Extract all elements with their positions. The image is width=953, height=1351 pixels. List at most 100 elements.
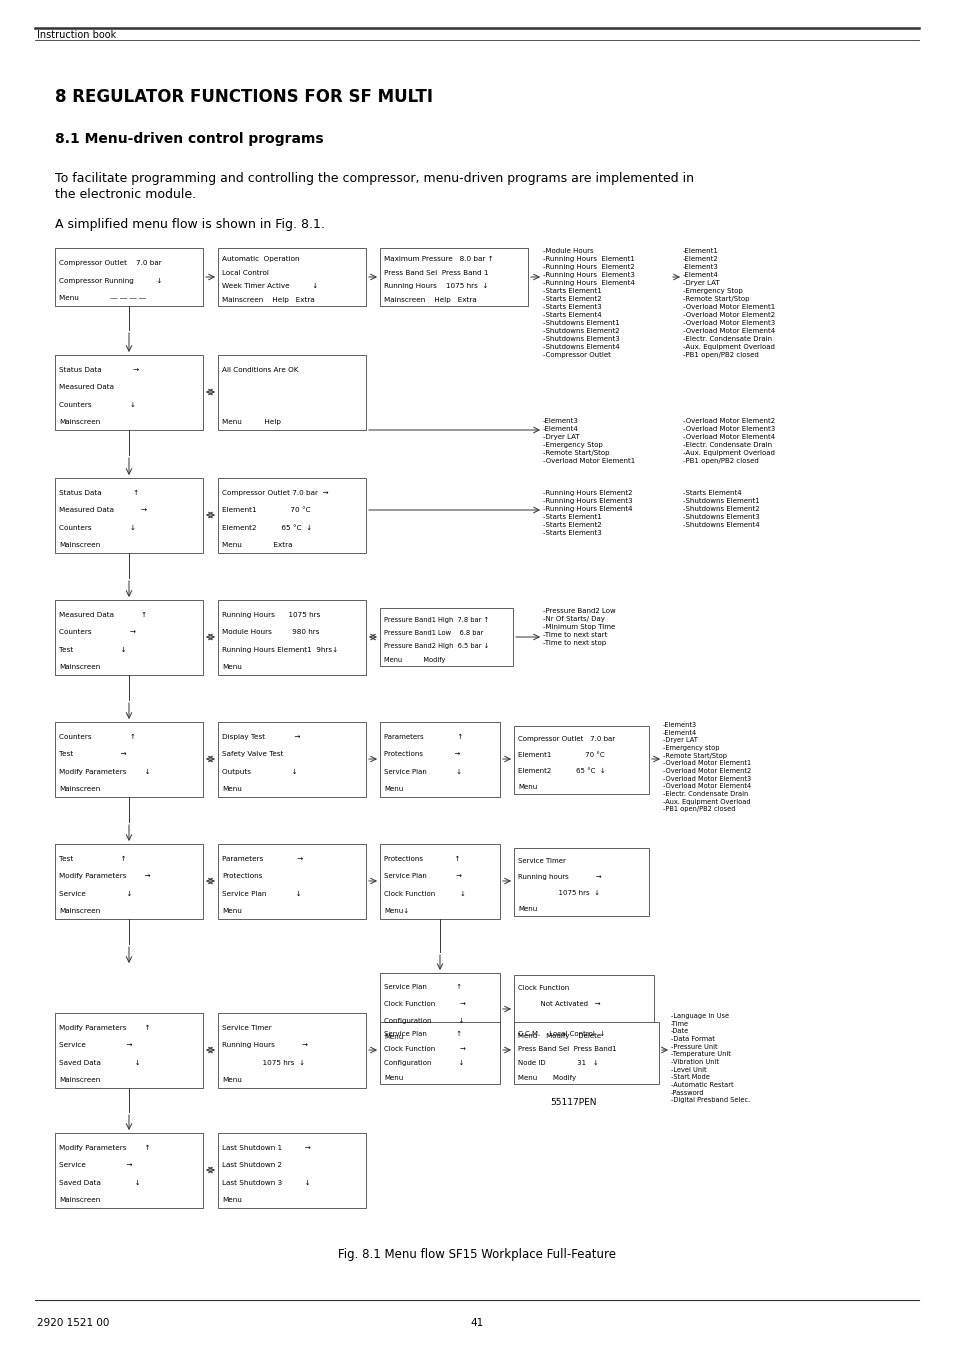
Text: Local Control: Local Control [222, 270, 269, 276]
Text: -Starts Element1: -Starts Element1 [542, 513, 601, 520]
Text: Last Shutdown 2: Last Shutdown 2 [222, 1162, 282, 1169]
Text: Clock Function           →: Clock Function → [384, 1001, 465, 1006]
Text: -Module Hours: -Module Hours [542, 249, 593, 254]
Text: Counters                 ↑: Counters ↑ [59, 734, 136, 740]
Bar [514, 848, 648, 916]
Text: -Running Hours Element2: -Running Hours Element2 [542, 490, 632, 496]
Text: Mainscreen: Mainscreen [59, 542, 100, 549]
Text: Modify Parameters        →: Modify Parameters → [59, 873, 151, 880]
Text: Running Hours    1075 hrs  ↓: Running Hours 1075 hrs ↓ [384, 284, 488, 289]
Text: Menu: Menu [517, 784, 537, 790]
Text: Module Hours         980 hrs: Module Hours 980 hrs [222, 630, 319, 635]
Text: Clock Function           ↓: Clock Function ↓ [384, 890, 465, 897]
Bar [218, 721, 366, 797]
Text: A simplified menu flow is shown in Fig. 8.1.: A simplified menu flow is shown in Fig. … [55, 218, 325, 231]
Text: -Starts Element3: -Starts Element3 [542, 530, 601, 536]
Text: -Starts Element4: -Starts Element4 [682, 490, 740, 496]
Text: Mainscreen: Mainscreen [59, 786, 100, 792]
Text: -Pressure Unit: -Pressure Unit [670, 1044, 717, 1050]
Text: -Nr Of Starts/ Day: -Nr Of Starts/ Day [542, 616, 604, 621]
Text: Menu    Modify    Delete: Menu Modify Delete [517, 1034, 600, 1039]
Bar [218, 1133, 366, 1208]
Text: Outputs                  ↓: Outputs ↓ [222, 769, 297, 774]
Text: Display Test             →: Display Test → [222, 734, 300, 740]
Text: Status Data              ↑: Status Data ↑ [59, 490, 139, 496]
Text: Menu       Modify: Menu Modify [517, 1074, 576, 1081]
Text: Service Plan             ↓: Service Plan ↓ [222, 890, 301, 897]
Text: Running Hours            →: Running Hours → [222, 1042, 308, 1048]
Text: -Starts Element4: -Starts Element4 [542, 312, 601, 317]
Text: -Running Hours Element4: -Running Hours Element4 [542, 507, 632, 512]
Text: Menu: Menu [384, 1074, 403, 1081]
Text: -PB1 open/PB2 closed: -PB1 open/PB2 closed [682, 458, 758, 463]
Text: -Time to next start: -Time to next start [542, 632, 607, 638]
Text: Parameters               ↑: Parameters ↑ [384, 734, 463, 740]
Text: the electronic module.: the electronic module. [55, 188, 196, 201]
Text: -Electr. Condensate Drain: -Electr. Condensate Drain [662, 792, 747, 797]
Bar [218, 844, 366, 919]
Text: -Emergency stop: -Emergency stop [662, 744, 719, 751]
Text: -Time to next stop: -Time to next stop [542, 640, 605, 646]
Text: -Shutdowns Element3: -Shutdowns Element3 [542, 336, 619, 342]
Text: Pressure Band2 High  6.5 bar ↓: Pressure Band2 High 6.5 bar ↓ [384, 643, 489, 650]
Text: -Element4: -Element4 [682, 272, 718, 278]
Text: Maximum Pressure   8.0 bar ↑: Maximum Pressure 8.0 bar ↑ [384, 257, 494, 262]
Text: -Overload Motor Element2: -Overload Motor Element2 [682, 312, 774, 317]
Text: -Digital Presband Selec.: -Digital Presband Selec. [670, 1097, 749, 1104]
Text: Configuration            ↓: Configuration ↓ [384, 1017, 464, 1024]
Bar [514, 1021, 659, 1084]
Text: Mainscreen: Mainscreen [59, 908, 100, 915]
Text: 55117PEN: 55117PEN [550, 1098, 596, 1106]
Text: -Overload Motor Element4: -Overload Motor Element4 [662, 784, 750, 789]
Text: -Electr. Condensate Drain: -Electr. Condensate Drain [682, 336, 771, 342]
Text: Status Data              →: Status Data → [59, 367, 139, 373]
Text: 2920 1521 00: 2920 1521 00 [37, 1319, 110, 1328]
Text: Menu          Help: Menu Help [222, 419, 281, 426]
Text: 8.1 Menu-driven control programs: 8.1 Menu-driven control programs [55, 132, 323, 146]
Text: Not Activated   →: Not Activated → [517, 1001, 600, 1008]
Text: Service Timer: Service Timer [517, 858, 565, 865]
Text: -Remote Start/Stop: -Remote Start/Stop [662, 753, 726, 759]
Text: -Running Hours Element3: -Running Hours Element3 [542, 499, 632, 504]
Text: Menu↓: Menu↓ [384, 908, 409, 915]
Text: Saved Data               ↓: Saved Data ↓ [59, 1059, 141, 1066]
Text: -Temperature Unit: -Temperature Unit [670, 1051, 730, 1058]
Text: Node ID              31   ↓: Node ID 31 ↓ [517, 1061, 598, 1066]
Text: -Element3: -Element3 [682, 263, 719, 270]
Text: 1075 hrs  ↓: 1075 hrs ↓ [222, 1059, 305, 1066]
Text: -Aux. Equipment Overload: -Aux. Equipment Overload [662, 798, 750, 805]
Text: Service Plan             ↓: Service Plan ↓ [384, 769, 461, 774]
Text: -Overload Motor Element3: -Overload Motor Element3 [682, 320, 775, 326]
Text: Compressor Running          ↓: Compressor Running ↓ [59, 277, 162, 284]
Text: Counters                 ↓: Counters ↓ [59, 401, 136, 408]
Bar [55, 249, 203, 305]
Text: -Shutdowns Element1: -Shutdowns Element1 [542, 320, 619, 326]
Text: -Running Hours  Element4: -Running Hours Element4 [542, 280, 634, 286]
Bar [218, 355, 366, 430]
Text: -PB1 open/PB2 closed: -PB1 open/PB2 closed [682, 353, 758, 358]
Text: Menu: Menu [384, 1035, 403, 1040]
Bar [55, 600, 203, 676]
Text: -Date: -Date [670, 1028, 688, 1035]
Text: -Data Format: -Data Format [670, 1036, 714, 1042]
Text: Test                     ↑: Test ↑ [59, 855, 127, 862]
Text: Running Hours      1075 hrs: Running Hours 1075 hrs [222, 612, 320, 617]
Text: Mainscreen    Help   Extra: Mainscreen Help Extra [384, 297, 476, 303]
Text: Compressor Outlet 7.0 bar  →: Compressor Outlet 7.0 bar → [222, 490, 328, 496]
Text: Element2           65 °C  ↓: Element2 65 °C ↓ [222, 524, 312, 531]
Text: Measured Data            →: Measured Data → [59, 507, 147, 513]
Text: Service Plan             →: Service Plan → [384, 873, 461, 880]
Text: Menu: Menu [222, 1077, 242, 1084]
Text: -Password: -Password [670, 1090, 704, 1096]
Text: -Shutdowns Element3: -Shutdowns Element3 [682, 513, 759, 520]
Text: Menu: Menu [222, 786, 242, 792]
Text: -Element2: -Element2 [682, 255, 718, 262]
Text: -Dryer LAT: -Dryer LAT [542, 434, 579, 440]
Text: Menu: Menu [384, 786, 403, 792]
Text: Mainscreen: Mainscreen [59, 419, 100, 426]
Text: Pressure Band1 Low    6.8 bar: Pressure Band1 Low 6.8 bar [384, 630, 483, 636]
Text: -Starts Element2: -Starts Element2 [542, 521, 601, 528]
Text: -Vibration Unit: -Vibration Unit [670, 1059, 719, 1065]
Text: Test                     ↓: Test ↓ [59, 647, 127, 653]
Text: Service Timer: Service Timer [222, 1025, 272, 1031]
